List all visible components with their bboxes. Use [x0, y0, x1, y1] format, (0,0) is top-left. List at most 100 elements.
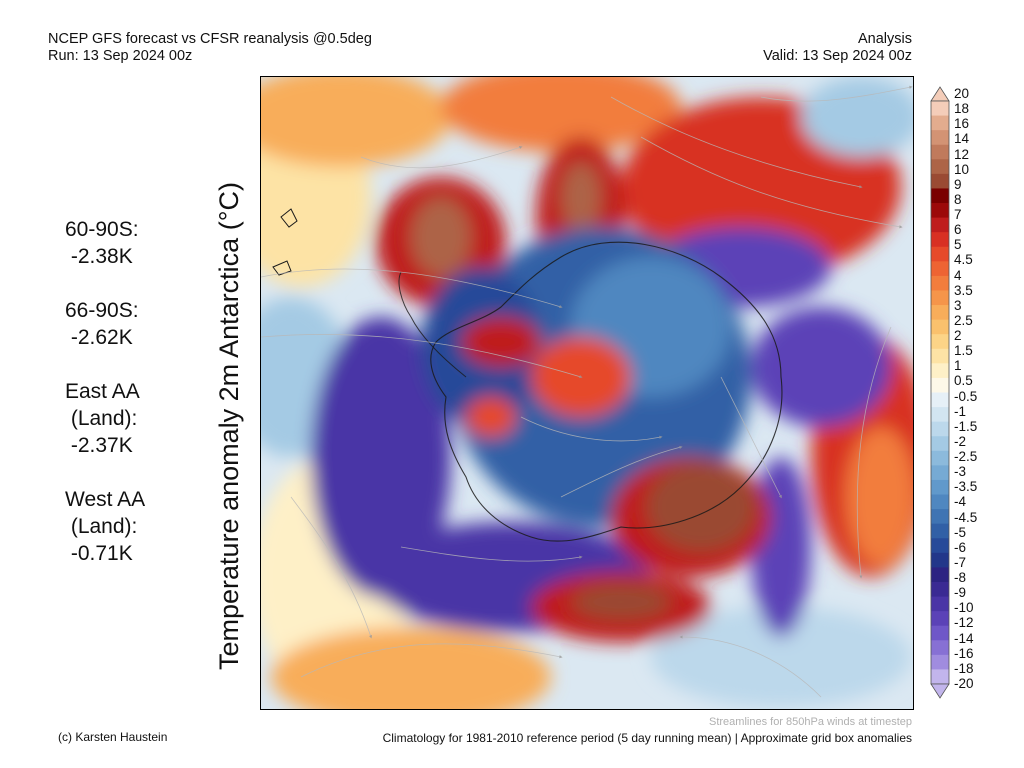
map-axis-label: Temperature anomaly 2m Antarctica (°C) [214, 182, 244, 670]
colorbar-tick-label: 7 [954, 208, 962, 222]
colorbar-tick-label: -1.5 [954, 420, 977, 434]
colorbar-swatch [931, 378, 949, 393]
colorbar-swatch [931, 101, 949, 116]
colorbar-tick-label: 1.5 [954, 344, 973, 358]
colorbar-tick-label: -5 [954, 526, 966, 540]
colorbar-tick-label: 3 [954, 299, 962, 313]
stat-value: -0.71K [65, 540, 145, 567]
colorbar-tick-label: 18 [954, 102, 969, 116]
colorbar-tick-label: -8 [954, 571, 966, 585]
colorbar-tick-label: 4 [954, 269, 962, 283]
colorbar-tick-label: 20 [954, 87, 969, 101]
colorbar-swatch [931, 247, 949, 262]
title-line-2: Run: 13 Sep 2024 00z [48, 48, 372, 65]
stat-label: West AA (Land): [65, 486, 145, 540]
colorbar-tick-label: 3.5 [954, 284, 973, 298]
stat-66-90s: 66-90S: -2.62K [65, 297, 145, 351]
colorbar-swatch [931, 232, 949, 247]
colorbar-swatch [931, 436, 949, 451]
climatology-note: Climatology for 1981-2010 reference peri… [383, 731, 912, 745]
colorbar-tick-label: -10 [954, 601, 974, 615]
stat-value: -2.38K [65, 243, 145, 270]
colorbar-tick-label: -4 [954, 495, 966, 509]
colorbar-tick-label: -2.5 [954, 450, 977, 464]
colorbar-swatch [931, 174, 949, 189]
colorbar-swatch [931, 567, 949, 582]
colorbar-tick-label: -9 [954, 586, 966, 600]
colorbar-bottom-arrow [931, 684, 949, 698]
colorbar-swatch [931, 655, 949, 670]
colorbar-swatch [931, 480, 949, 495]
colorbar-swatch [931, 218, 949, 233]
stat-label: 66-90S: [65, 297, 145, 324]
colorbar-swatch [931, 349, 949, 364]
colorbar-tick-label: -14 [954, 632, 974, 646]
colorbar-tick-label: 9 [954, 178, 962, 192]
colorbar-tick-label: -2 [954, 435, 966, 449]
colorbar-tick-label: -1 [954, 405, 966, 419]
streamline-note: Streamlines for 850hPa winds at timestep [709, 715, 912, 729]
colorbar-tick-label: 16 [954, 117, 969, 131]
stat-value: -2.62K [65, 324, 145, 351]
credit: (c) Karsten Haustein [58, 730, 167, 744]
anomaly-field [261, 77, 913, 709]
colorbar-swatch [931, 465, 949, 480]
colorbar-swatch [931, 130, 949, 145]
colorbar-swatch [931, 626, 949, 641]
colorbar-swatch [931, 305, 949, 320]
colorbar-tick-label: -12 [954, 616, 974, 630]
colorbar-tick-label: 2 [954, 329, 962, 343]
colorbar-tick-label: -20 [954, 677, 974, 691]
colorbar-swatch [931, 393, 949, 408]
colorbar-swatch [931, 597, 949, 612]
colorbar-swatch [931, 276, 949, 291]
colorbar-tick-label: -18 [954, 662, 974, 676]
colorbar-tick-label: 2.5 [954, 314, 973, 328]
regional-stats: 60-90S: -2.38K 66-90S: -2.62K East AA (L… [65, 216, 145, 594]
title-line-1: NCEP GFS forecast vs CFSR reanalysis @0.… [48, 31, 372, 48]
colorbar-tick-label: 10 [954, 163, 969, 177]
colorbar-swatch [931, 538, 949, 553]
colorbar-swatch [931, 320, 949, 335]
stat-east-aa: East AA (Land): -2.37K [65, 378, 145, 459]
colorbar-swatch [931, 334, 949, 349]
colorbar-swatch [931, 363, 949, 378]
colorbar-tick-label: -7 [954, 556, 966, 570]
colorbar-swatch [931, 407, 949, 422]
colorbar-tick-label: -3 [954, 465, 966, 479]
colorbar-swatch [931, 159, 949, 174]
colorbar-swatch [931, 116, 949, 131]
colorbar-swatch [931, 495, 949, 510]
colorbar-tick-label: 14 [954, 132, 969, 146]
colorbar-labels: 20 18 16 14 12 10 9 8 7 6 5 4.5 4 3.5 3 2.5 2 1.5 1 0.5 -0.5… [954, 94, 1014, 684]
colorbar-tick-label: 5 [954, 238, 962, 252]
stat-value: -2.37K [65, 432, 145, 459]
colorbar-tick-label: -4.5 [954, 511, 977, 525]
colorbar-swatch [931, 582, 949, 597]
colorbar [930, 86, 950, 699]
colorbar-swatch [931, 145, 949, 160]
stat-west-aa: West AA (Land): -0.71K [65, 486, 145, 567]
colorbar-tick-label: 12 [954, 148, 969, 162]
colorbar-tick-label: -3.5 [954, 480, 977, 494]
colorbar-swatch [931, 509, 949, 524]
colorbar-swatch [931, 640, 949, 655]
colorbar-tick-label: 1 [954, 359, 962, 373]
colorbar-tick-label: -6 [954, 541, 966, 555]
colorbar-tick-label: 6 [954, 223, 962, 237]
stat-label: East AA (Land): [65, 378, 145, 432]
anomaly-map-svg [261, 77, 913, 709]
colorbar-swatch [931, 524, 949, 539]
header-right: Analysis Valid: 13 Sep 2024 00z [763, 31, 912, 65]
colorbar-swatch [931, 669, 949, 684]
colorbar-tick-label: 0.5 [954, 374, 973, 388]
colorbar-swatch [931, 290, 949, 305]
colorbar-swatch [931, 261, 949, 276]
stat-label: 60-90S: [65, 216, 145, 243]
colorbar-swatch [931, 553, 949, 568]
colorbar-tick-label: 4.5 [954, 253, 973, 267]
colorbar-swatch [931, 203, 949, 218]
colorbar-swatch [931, 422, 949, 437]
analysis-label: Analysis [763, 31, 912, 48]
colorbar-swatch [931, 188, 949, 203]
